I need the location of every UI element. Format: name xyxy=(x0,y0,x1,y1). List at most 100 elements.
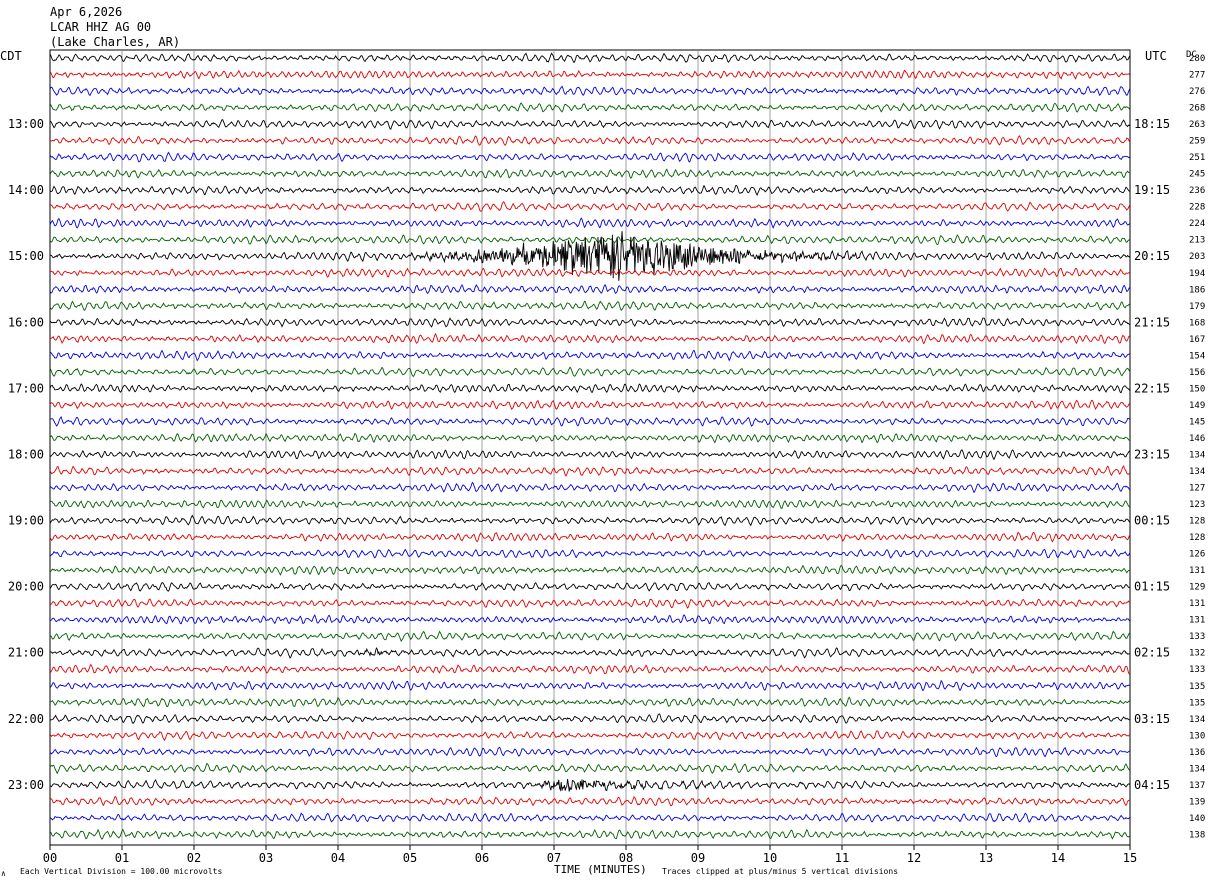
clip-note: Traces clipped at plus/minus 5 vertical … xyxy=(662,867,898,876)
utc-hour-label: 01:15 xyxy=(1134,580,1170,594)
trace-row-3 xyxy=(49,102,1131,113)
trace-row-27 xyxy=(49,499,1131,509)
dc-offset-label: 168 xyxy=(1189,318,1205,328)
plot-frame xyxy=(49,49,1131,846)
utc-hour-label: 00:15 xyxy=(1134,514,1170,528)
dc-offset-label: 179 xyxy=(1189,302,1205,312)
dc-offset-label: 140 xyxy=(1189,814,1205,824)
dc-offset-label: 134 xyxy=(1189,450,1205,460)
trace-row-40 xyxy=(49,713,1131,724)
trace-row-24 xyxy=(49,449,1131,461)
trace-row-34 xyxy=(49,614,1131,625)
dc-offset-label: 268 xyxy=(1189,104,1205,114)
dc-offset-label: 132 xyxy=(1189,649,1205,659)
dc-offset-label: 167 xyxy=(1189,335,1205,345)
x-tick-label: 02 xyxy=(187,851,201,865)
trace-row-8 xyxy=(49,184,1131,196)
dc-offset-label: 128 xyxy=(1189,517,1205,527)
dc-offset-label: 133 xyxy=(1189,632,1205,642)
x-tick-label: 09 xyxy=(691,851,705,865)
dc-offset-label: 276 xyxy=(1189,87,1205,97)
dc-offset-label: 156 xyxy=(1189,368,1205,378)
cdt-hour-label: 21:00 xyxy=(8,646,44,660)
x-tick-label: 08 xyxy=(619,851,633,865)
utc-label: UTC xyxy=(1145,49,1167,63)
trace-row-23 xyxy=(49,432,1131,444)
scale-note-icon: ∧ xyxy=(1,869,6,878)
utc-hour-label: 23:15 xyxy=(1134,447,1170,461)
seismic-traces xyxy=(49,52,1131,840)
cdt-hour-label: 18:00 xyxy=(8,447,44,461)
x-tick-label: 12 xyxy=(907,851,921,865)
trace-row-13 xyxy=(49,267,1131,278)
trace-row-14 xyxy=(49,284,1131,295)
dc-offset-label: 127 xyxy=(1189,484,1205,494)
dc-offset-label: 213 xyxy=(1189,236,1205,246)
trace-row-1 xyxy=(49,69,1131,80)
x-tick-label: 07 xyxy=(547,851,561,865)
trace-row-22 xyxy=(49,415,1131,427)
x-tick-label: 15 xyxy=(1123,851,1137,865)
dc-offset-label: 134 xyxy=(1189,764,1205,774)
dc-offset-label: 135 xyxy=(1189,682,1205,692)
dc-offset-label: 123 xyxy=(1189,500,1205,510)
dc-offset-label: 134 xyxy=(1189,467,1205,477)
trace-row-7 xyxy=(49,168,1131,179)
trace-row-42 xyxy=(49,746,1131,758)
dc-offset-label: 228 xyxy=(1189,203,1205,213)
utc-hour-label: 02:15 xyxy=(1134,646,1170,660)
trace-row-9 xyxy=(49,201,1131,212)
trace-row-2 xyxy=(49,85,1131,97)
cdt-hour-label: 14:00 xyxy=(8,183,44,197)
trace-row-29 xyxy=(49,531,1131,543)
trace-row-38 xyxy=(49,679,1131,692)
cdt-hour-label: 22:00 xyxy=(8,712,44,726)
trace-row-43 xyxy=(49,762,1131,775)
dc-offset-label: 131 xyxy=(1189,566,1205,576)
x-axis-title: TIME (MINUTES) xyxy=(554,863,647,876)
x-tick-label: 01 xyxy=(115,851,129,865)
dc-offset-label: 194 xyxy=(1189,269,1205,279)
dc-offset-label: 150 xyxy=(1189,384,1205,394)
cdt-hour-label: 15:00 xyxy=(8,249,44,263)
dc-offset-label: 245 xyxy=(1189,170,1205,180)
dc-offset-label: 126 xyxy=(1189,550,1205,560)
station-location: (Lake Charles, AR) xyxy=(50,35,180,49)
x-tick-label: 00 xyxy=(43,851,57,865)
utc-hour-label: 19:15 xyxy=(1134,183,1170,197)
dc-offset-label: 131 xyxy=(1189,599,1205,609)
minute-gridlines xyxy=(121,50,1059,845)
utc-hour-label: 21:15 xyxy=(1134,315,1170,329)
dc-offset-label: 129 xyxy=(1189,583,1205,593)
scale-note: Each Vertical Division = 100.00 microvol… xyxy=(20,867,222,876)
trace-row-36 xyxy=(49,647,1131,659)
x-tick-label: 13 xyxy=(979,851,993,865)
cdt-hour-label: 23:00 xyxy=(8,778,44,792)
x-axis-ticks: 00 01 02 03 04 05 06 07 08 09 10 11 12 13 14 15 xyxy=(43,845,1137,865)
trace-row-37 xyxy=(49,663,1131,675)
trace-row-15 xyxy=(49,300,1131,312)
trace-row-17 xyxy=(49,332,1131,345)
trace-row-21 xyxy=(49,400,1131,411)
trace-row-44 xyxy=(49,778,1131,792)
dc-offset-label: 224 xyxy=(1189,219,1205,229)
utc-hour-labels: 18:15 19:15 20:15 21:15 22:15 23:15 00:15 01:15… xyxy=(1134,117,1170,792)
dc-offset-label: 186 xyxy=(1189,285,1205,295)
trace-row-11 xyxy=(49,234,1131,245)
dc-offset-label: 139 xyxy=(1189,797,1205,807)
trace-row-5 xyxy=(50,135,1131,146)
dc-offset-label: 263 xyxy=(1189,120,1205,130)
dc-offset-label: 128 xyxy=(1189,533,1205,543)
x-tick-label: 05 xyxy=(403,851,417,865)
dc-offset-label: 236 xyxy=(1189,186,1205,196)
cdt-label: CDT xyxy=(0,49,22,63)
utc-hour-label: 20:15 xyxy=(1134,249,1170,263)
dc-offset-label: 146 xyxy=(1189,434,1205,444)
dc-offset-label: 280 xyxy=(1189,54,1205,64)
cdt-hour-label: 17:00 xyxy=(8,381,44,395)
dc-offset-label: 277 xyxy=(1189,71,1205,81)
x-tick-label: 06 xyxy=(475,851,489,865)
trace-row-30 xyxy=(49,548,1131,559)
cdt-hour-labels: 13:00 14:00 15:00 16:00 17:00 18:00 19:00 20:00… xyxy=(8,117,44,792)
utc-hour-label: 18:15 xyxy=(1134,117,1170,131)
